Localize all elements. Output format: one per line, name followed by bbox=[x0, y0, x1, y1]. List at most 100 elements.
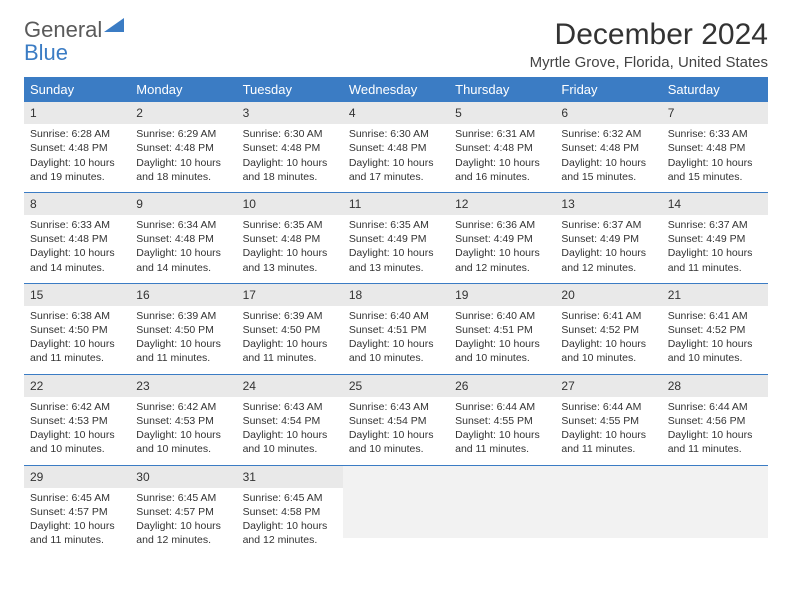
daylight-line: Daylight: 10 hours and 14 minutes. bbox=[136, 246, 230, 274]
calendar-day-cell: 30Sunrise: 6:45 AMSunset: 4:57 PMDayligh… bbox=[130, 465, 236, 555]
day-number: 14 bbox=[662, 193, 768, 215]
daylight-line: Daylight: 10 hours and 15 minutes. bbox=[668, 156, 762, 184]
sunset-line: Sunset: 4:49 PM bbox=[668, 232, 762, 246]
calendar-day-cell: 20Sunrise: 6:41 AMSunset: 4:52 PMDayligh… bbox=[555, 283, 661, 374]
daylight-line: Daylight: 10 hours and 11 minutes. bbox=[668, 246, 762, 274]
day-number: 7 bbox=[662, 102, 768, 124]
location-subtitle: Myrtle Grove, Florida, United States bbox=[530, 54, 768, 71]
day-number: 27 bbox=[555, 375, 661, 397]
calendar-day-cell: 11Sunrise: 6:35 AMSunset: 4:49 PMDayligh… bbox=[343, 192, 449, 283]
sunset-line: Sunset: 4:48 PM bbox=[30, 141, 124, 155]
day-number: 29 bbox=[24, 466, 130, 488]
sunrise-line: Sunrise: 6:40 AM bbox=[349, 309, 443, 323]
daylight-line: Daylight: 10 hours and 10 minutes. bbox=[243, 428, 337, 456]
logo-text-blue: Blue bbox=[24, 40, 68, 65]
day-number-empty bbox=[555, 466, 661, 488]
daylight-line: Daylight: 10 hours and 16 minutes. bbox=[455, 156, 549, 184]
day-body: Sunrise: 6:35 AMSunset: 4:48 PMDaylight:… bbox=[237, 215, 343, 283]
sunrise-line: Sunrise: 6:37 AM bbox=[668, 218, 762, 232]
daylight-line: Daylight: 10 hours and 10 minutes. bbox=[455, 337, 549, 365]
logo-text-gray: General bbox=[24, 17, 102, 42]
daylight-line: Daylight: 10 hours and 11 minutes. bbox=[455, 428, 549, 456]
sunrise-line: Sunrise: 6:38 AM bbox=[30, 309, 124, 323]
day-body: Sunrise: 6:32 AMSunset: 4:48 PMDaylight:… bbox=[555, 124, 661, 192]
daylight-line: Daylight: 10 hours and 12 minutes. bbox=[455, 246, 549, 274]
sunrise-line: Sunrise: 6:44 AM bbox=[561, 400, 655, 414]
title-block: December 2024 Myrtle Grove, Florida, Uni… bbox=[530, 18, 768, 71]
calendar-week-row: 8Sunrise: 6:33 AMSunset: 4:48 PMDaylight… bbox=[24, 192, 768, 283]
sunrise-line: Sunrise: 6:39 AM bbox=[243, 309, 337, 323]
sunrise-line: Sunrise: 6:37 AM bbox=[561, 218, 655, 232]
calendar-day-cell: 25Sunrise: 6:43 AMSunset: 4:54 PMDayligh… bbox=[343, 374, 449, 465]
daylight-line: Daylight: 10 hours and 10 minutes. bbox=[561, 337, 655, 365]
sunrise-line: Sunrise: 6:39 AM bbox=[136, 309, 230, 323]
day-number: 23 bbox=[130, 375, 236, 397]
day-number-empty bbox=[449, 466, 555, 488]
day-header: Thursday bbox=[449, 77, 555, 102]
sunset-line: Sunset: 4:57 PM bbox=[30, 505, 124, 519]
daylight-line: Daylight: 10 hours and 11 minutes. bbox=[136, 337, 230, 365]
daylight-line: Daylight: 10 hours and 15 minutes. bbox=[561, 156, 655, 184]
daylight-line: Daylight: 10 hours and 11 minutes. bbox=[668, 428, 762, 456]
calendar-day-cell: 4Sunrise: 6:30 AMSunset: 4:48 PMDaylight… bbox=[343, 102, 449, 192]
calendar-day-cell: 23Sunrise: 6:42 AMSunset: 4:53 PMDayligh… bbox=[130, 374, 236, 465]
daylight-line: Daylight: 10 hours and 18 minutes. bbox=[243, 156, 337, 184]
day-body-empty bbox=[343, 488, 449, 538]
sunset-line: Sunset: 4:50 PM bbox=[30, 323, 124, 337]
header: General Blue December 2024 Myrtle Grove,… bbox=[24, 18, 768, 71]
day-body: Sunrise: 6:45 AMSunset: 4:57 PMDaylight:… bbox=[24, 488, 130, 556]
day-body: Sunrise: 6:37 AMSunset: 4:49 PMDaylight:… bbox=[662, 215, 768, 283]
daylight-line: Daylight: 10 hours and 12 minutes. bbox=[136, 519, 230, 547]
day-number: 25 bbox=[343, 375, 449, 397]
daylight-line: Daylight: 10 hours and 19 minutes. bbox=[30, 156, 124, 184]
sunrise-line: Sunrise: 6:42 AM bbox=[136, 400, 230, 414]
day-number: 20 bbox=[555, 284, 661, 306]
calendar-day-cell: 19Sunrise: 6:40 AMSunset: 4:51 PMDayligh… bbox=[449, 283, 555, 374]
day-header: Saturday bbox=[662, 77, 768, 102]
sunset-line: Sunset: 4:52 PM bbox=[561, 323, 655, 337]
day-number: 11 bbox=[343, 193, 449, 215]
day-body: Sunrise: 6:30 AMSunset: 4:48 PMDaylight:… bbox=[237, 124, 343, 192]
day-number: 28 bbox=[662, 375, 768, 397]
day-body: Sunrise: 6:30 AMSunset: 4:48 PMDaylight:… bbox=[343, 124, 449, 192]
day-number: 21 bbox=[662, 284, 768, 306]
sunrise-line: Sunrise: 6:28 AM bbox=[30, 127, 124, 141]
sunrise-line: Sunrise: 6:44 AM bbox=[668, 400, 762, 414]
calendar-day-cell: 1 Sunrise: 6:28 AMSunset: 4:48 PMDaylight… bbox=[24, 102, 130, 192]
day-number: 22 bbox=[24, 375, 130, 397]
sunrise-line: Sunrise: 6:32 AM bbox=[561, 127, 655, 141]
sunset-line: Sunset: 4:48 PM bbox=[136, 232, 230, 246]
day-number: 1 bbox=[24, 102, 130, 124]
sunset-line: Sunset: 4:48 PM bbox=[668, 141, 762, 155]
sunset-line: Sunset: 4:48 PM bbox=[349, 141, 443, 155]
sunset-line: Sunset: 4:50 PM bbox=[243, 323, 337, 337]
calendar-day-cell: 29Sunrise: 6:45 AMSunset: 4:57 PMDayligh… bbox=[24, 465, 130, 555]
calendar-day-cell bbox=[343, 465, 449, 555]
calendar-day-cell: 6Sunrise: 6:32 AMSunset: 4:48 PMDaylight… bbox=[555, 102, 661, 192]
day-number: 8 bbox=[24, 193, 130, 215]
day-header: Wednesday bbox=[343, 77, 449, 102]
day-body: Sunrise: 6:40 AMSunset: 4:51 PMDaylight:… bbox=[343, 306, 449, 374]
day-number: 3 bbox=[237, 102, 343, 124]
sunrise-line: Sunrise: 6:45 AM bbox=[136, 491, 230, 505]
calendar-day-cell: 17Sunrise: 6:39 AMSunset: 4:50 PMDayligh… bbox=[237, 283, 343, 374]
sunrise-line: Sunrise: 6:43 AM bbox=[243, 400, 337, 414]
calendar-day-cell: 13Sunrise: 6:37 AMSunset: 4:49 PMDayligh… bbox=[555, 192, 661, 283]
sunrise-line: Sunrise: 6:35 AM bbox=[349, 218, 443, 232]
calendar-day-cell bbox=[662, 465, 768, 555]
day-body: Sunrise: 6:45 AMSunset: 4:58 PMDaylight:… bbox=[237, 488, 343, 556]
sunset-line: Sunset: 4:53 PM bbox=[30, 414, 124, 428]
day-body: Sunrise: 6:35 AMSunset: 4:49 PMDaylight:… bbox=[343, 215, 449, 283]
day-body: Sunrise: 6:42 AMSunset: 4:53 PMDaylight:… bbox=[24, 397, 130, 465]
sunrise-line: Sunrise: 6:44 AM bbox=[455, 400, 549, 414]
calendar-day-cell: 14Sunrise: 6:37 AMSunset: 4:49 PMDayligh… bbox=[662, 192, 768, 283]
sunset-line: Sunset: 4:49 PM bbox=[561, 232, 655, 246]
calendar-day-cell: 3Sunrise: 6:30 AMSunset: 4:48 PMDaylight… bbox=[237, 102, 343, 192]
day-header-row: Sunday Monday Tuesday Wednesday Thursday… bbox=[24, 77, 768, 102]
logo-triangle-icon bbox=[104, 18, 124, 32]
day-number-empty bbox=[343, 466, 449, 488]
daylight-line: Daylight: 10 hours and 18 minutes. bbox=[136, 156, 230, 184]
day-number: 15 bbox=[24, 284, 130, 306]
day-body: Sunrise: 6:44 AMSunset: 4:56 PMDaylight:… bbox=[662, 397, 768, 465]
sunrise-line: Sunrise: 6:30 AM bbox=[349, 127, 443, 141]
